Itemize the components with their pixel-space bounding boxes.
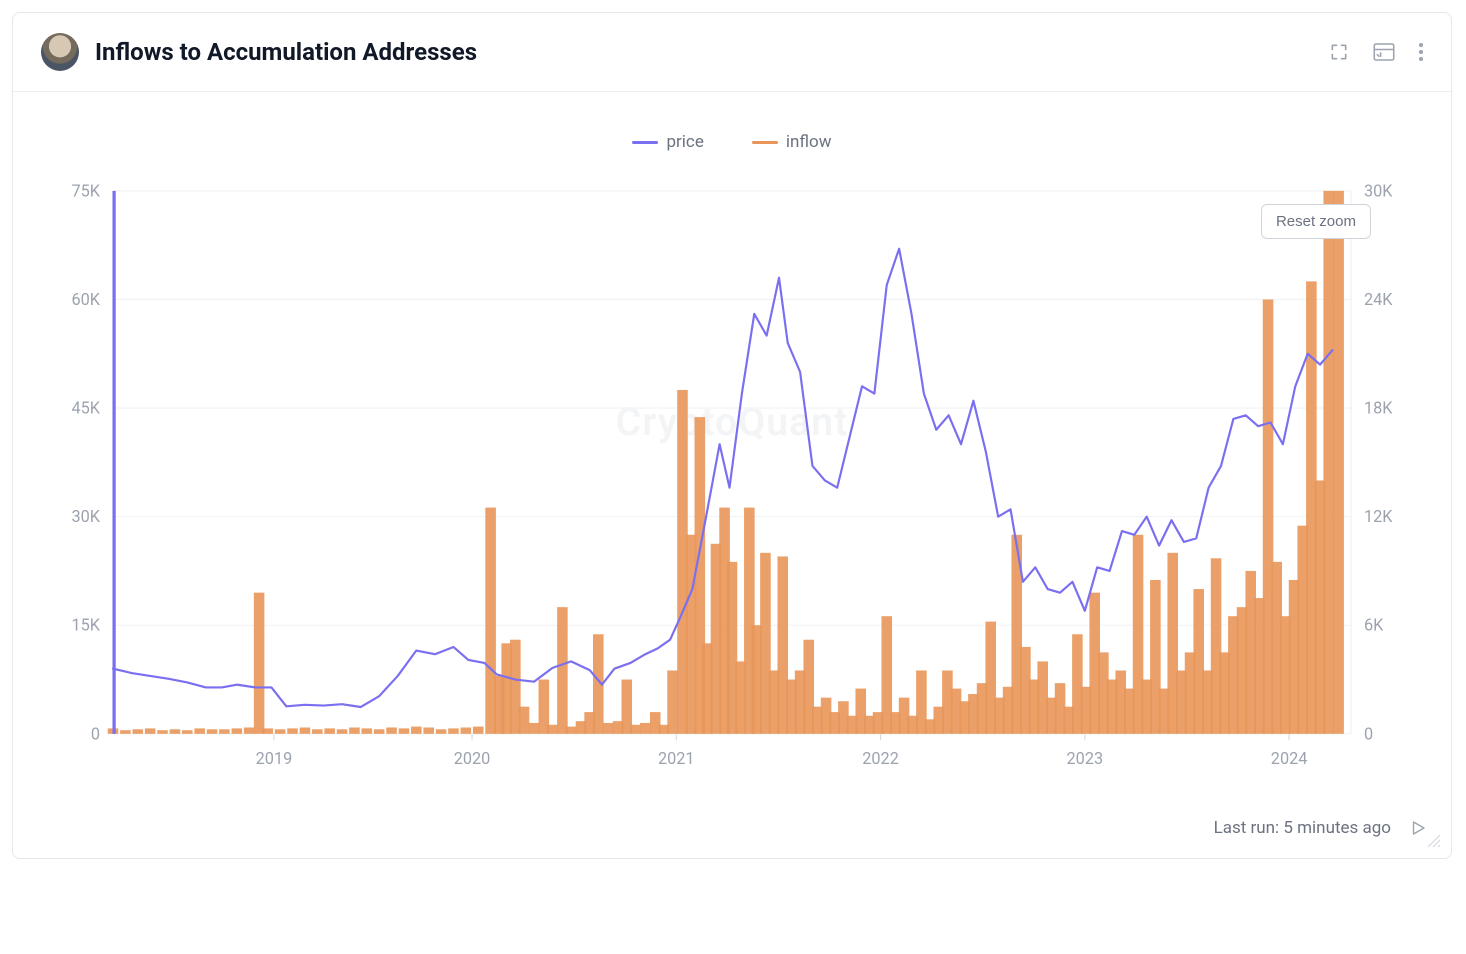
svg-text:15K: 15K [71,616,100,635]
chart-card: Inflows to Accumulation Addresses price [12,12,1452,859]
chart-title: Inflows to Accumulation Addresses [95,38,1329,66]
more-menu-icon[interactable] [1419,43,1423,61]
svg-text:2021: 2021 [658,749,695,768]
legend-swatch-inflow [752,141,778,144]
svg-text:0: 0 [1364,724,1373,743]
svg-text:2020: 2020 [454,749,491,768]
svg-text:0: 0 [91,724,100,743]
svg-text:2022: 2022 [862,749,899,768]
svg-text:6K: 6K [1364,616,1384,635]
svg-text:2019: 2019 [256,749,293,768]
svg-text:60K: 60K [71,290,100,309]
svg-text:12K: 12K [1364,507,1393,526]
reset-zoom-button[interactable]: Reset zoom [1261,204,1371,239]
svg-text:CryptoQuant: CryptoQuant [616,399,849,445]
chart-legend: price inflow [37,132,1427,152]
avatar [41,33,79,71]
legend-price-label: price [666,132,703,152]
run-icon[interactable] [1409,819,1427,837]
legend-inflow-label: inflow [786,132,832,152]
legend-swatch-price [632,141,658,144]
svg-text:45K: 45K [71,398,100,417]
svg-text:24K: 24K [1364,290,1393,309]
svg-text:2023: 2023 [1067,749,1104,768]
svg-text:75K: 75K [71,181,100,200]
chart-container: price inflow Reset zoom 0 15K 30K 45K 60K 75K… [13,92,1451,802]
card-footer: Last run: 5 minutes ago [13,802,1451,858]
svg-text:30K: 30K [71,507,100,526]
resize-handle-icon[interactable] [1427,834,1441,848]
card-header: Inflows to Accumulation Addresses [13,13,1451,92]
svg-text:2024: 2024 [1271,749,1308,768]
header-actions [1329,42,1423,62]
chart-plot[interactable]: 0 15K 30K 45K 60K 75K 0 6K 12K 18K 24K 30K 2019 2020 2… [37,180,1427,788]
legend-item-inflow[interactable]: inflow [752,132,832,152]
code-view-icon[interactable] [1373,42,1395,62]
last-run-label: Last run: 5 minutes ago [1214,818,1391,838]
svg-text:30K: 30K [1364,181,1393,200]
fullscreen-icon[interactable] [1329,42,1349,62]
legend-item-price[interactable]: price [632,132,703,152]
svg-text:18K: 18K [1364,398,1393,417]
